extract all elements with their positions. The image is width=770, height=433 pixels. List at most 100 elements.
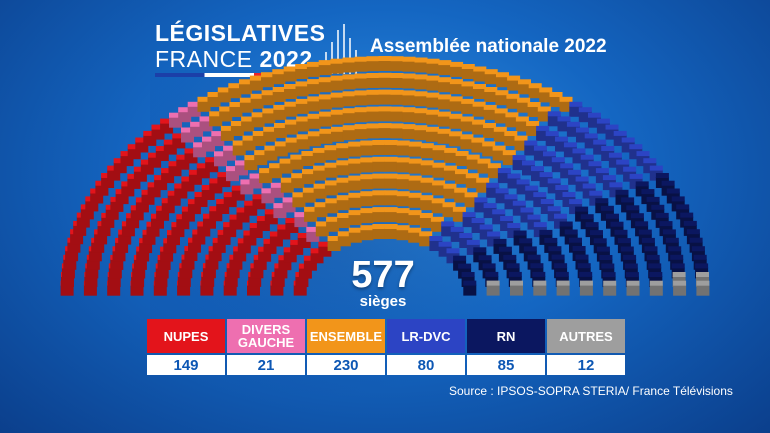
seat-mark	[420, 195, 434, 211]
seat-mark	[307, 131, 321, 147]
seat-mark	[437, 111, 451, 127]
seat-mark	[390, 56, 404, 72]
seat-mark	[360, 174, 374, 190]
seat-mark	[396, 174, 410, 190]
seat-mark	[226, 166, 239, 182]
seat-mark	[414, 74, 428, 90]
legend-item-rn: RN 85	[467, 319, 545, 375]
seat-mark	[366, 123, 380, 139]
seat-mark	[167, 190, 181, 206]
seat-mark	[366, 73, 380, 88]
seat-mark	[533, 280, 547, 296]
seat-mark	[366, 106, 380, 122]
seat-mark	[516, 179, 530, 195]
seat-mark	[190, 121, 204, 137]
seat-mark	[461, 98, 475, 114]
seat-mark	[219, 106, 233, 122]
seat-mark	[249, 173, 263, 189]
seat-mark	[207, 92, 221, 107]
seat-mark	[408, 192, 422, 208]
seat-mark	[354, 124, 368, 140]
seat-mark	[430, 216, 444, 232]
seat-mark	[455, 151, 469, 166]
seat-mark	[244, 155, 258, 171]
total-seats-label: sièges	[359, 293, 407, 310]
seat-mark	[140, 159, 154, 175]
seat-mark	[252, 131, 266, 146]
seat-mark	[526, 121, 540, 136]
seat-mark	[336, 195, 350, 211]
seat-mark	[396, 225, 410, 241]
seat-mark	[244, 200, 258, 216]
seat-mark	[249, 223, 263, 238]
seat-mark	[510, 280, 523, 296]
seat-mark	[603, 280, 617, 296]
seat-mark	[372, 190, 386, 206]
seat-mark	[455, 169, 468, 185]
seat-mark	[533, 192, 547, 208]
legend-label: DIVERS GAUCHE	[227, 319, 305, 353]
seat-mark	[483, 104, 497, 120]
seat-mark	[438, 77, 452, 93]
seat-mark	[497, 168, 511, 184]
seat-mark	[408, 227, 422, 243]
seat-mark	[187, 101, 201, 117]
seat-mark	[209, 111, 223, 127]
seat-mark	[342, 125, 356, 141]
seat-mark	[390, 89, 404, 105]
seat-mark	[285, 218, 299, 233]
seat-mark	[318, 77, 332, 93]
seat-mark	[494, 108, 508, 124]
seat-mark	[187, 199, 201, 215]
seat-mark	[432, 162, 446, 178]
seat-mark	[563, 142, 577, 158]
seat-mark	[449, 113, 463, 129]
seat-mark	[290, 154, 304, 170]
legend-label: LR-DVC	[387, 319, 465, 353]
logo-title: LÉGISLATIVES	[155, 20, 326, 46]
seat-mark	[270, 182, 284, 198]
seat-mark	[414, 91, 428, 107]
legend-label: AUTRES	[547, 319, 625, 353]
seat-mark	[536, 125, 550, 141]
total-seats-number: 577	[351, 254, 415, 296]
seat-mark	[261, 188, 275, 204]
seat-mark	[235, 160, 248, 176]
seat-mark	[307, 79, 321, 95]
seat-mark	[608, 152, 622, 168]
seat-mark	[231, 185, 245, 201]
seat-mark	[495, 90, 509, 106]
seat-mark	[372, 140, 386, 155]
seat-mark	[484, 69, 498, 85]
seat-mark	[575, 176, 589, 192]
seat-mark	[241, 116, 255, 132]
seat-mark	[302, 169, 315, 185]
seat-mark	[396, 208, 410, 224]
seat-mark	[452, 206, 466, 222]
seat-mark	[285, 137, 299, 153]
seat-mark	[239, 79, 252, 95]
seat-mark	[414, 125, 428, 141]
seat-mark	[419, 231, 433, 247]
seat-mark	[337, 213, 351, 228]
legend-value: 85	[467, 355, 545, 375]
seat-mark	[431, 198, 445, 214]
seat-mark	[214, 151, 227, 167]
seat-mark	[408, 158, 422, 174]
seat-mark	[306, 61, 320, 77]
seat-mark	[500, 216, 514, 231]
seat-mark	[461, 64, 475, 79]
seat-mark	[557, 116, 571, 132]
seat-mark	[120, 151, 134, 167]
seat-mark	[336, 143, 350, 159]
seat-mark	[520, 207, 534, 223]
seat-mark	[460, 116, 474, 132]
seat-mark	[360, 208, 374, 224]
seat-mark	[507, 75, 521, 91]
source-note: Source : IPSOS-SOPRA STERIA/ France Télé…	[449, 384, 733, 398]
seat-mark	[477, 158, 491, 174]
seat-mark	[327, 236, 341, 251]
seat-mark	[372, 207, 386, 223]
seat-mark	[296, 134, 310, 150]
seat-mark	[483, 123, 496, 138]
